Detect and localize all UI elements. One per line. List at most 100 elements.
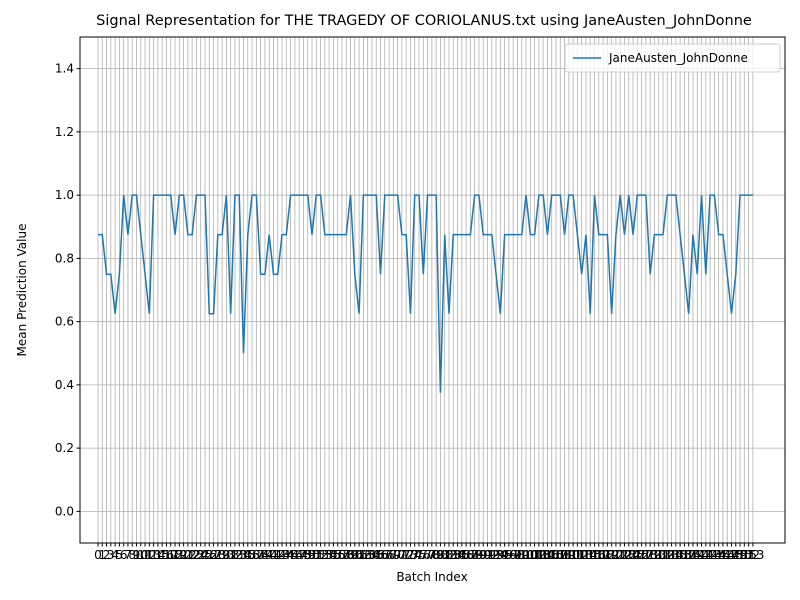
x-tick-label: 23 <box>189 548 204 562</box>
x-tick-label: 29 <box>214 548 229 562</box>
x-tick-label: 84 <box>450 548 465 562</box>
x-tick-label: 98 <box>510 548 525 562</box>
x-tick-label: 54 <box>321 548 336 562</box>
y-tick-label: 0.8 <box>55 251 74 265</box>
x-tick-label: 31 <box>223 548 238 562</box>
x-tick-label: 79 <box>428 548 443 562</box>
x-tick-label: 134 <box>660 548 683 562</box>
x-tick-label: 67 <box>377 548 392 562</box>
x-tick-label: 51 <box>309 548 324 562</box>
x-tick-label: 52 <box>313 548 328 562</box>
x-tick-label: 151 <box>733 548 756 562</box>
x-tick-label: 111 <box>562 548 585 562</box>
x-tick-label: 57 <box>334 548 349 562</box>
x-tick-label: 17 <box>163 548 178 562</box>
x-tick-label: 97 <box>506 548 521 562</box>
x-tick-label: 27 <box>206 548 221 562</box>
x-tick-label: 144 <box>703 548 726 562</box>
x-tick-label: 60 <box>347 548 362 562</box>
x-tick-label: 133 <box>656 548 679 562</box>
axes-frame <box>79 36 786 544</box>
x-tick-label: 90 <box>476 548 491 562</box>
x-tick-label: 83 <box>446 548 461 562</box>
x-tick-label: 116 <box>583 548 606 562</box>
x-tick-label: 58 <box>339 548 354 562</box>
x-tick-label: 66 <box>373 548 388 562</box>
x-tick-label: 82 <box>441 548 456 562</box>
x-tick-label: 38 <box>253 548 268 562</box>
x-tick-label: 153 <box>741 548 764 562</box>
x-tick-label: 108 <box>549 548 572 562</box>
x-tick-label: 30 <box>219 548 234 562</box>
x-tick-label: 44 <box>279 548 294 562</box>
x-tick-label: 12 <box>142 548 157 562</box>
x-tick-label: 119 <box>596 548 619 562</box>
x-tick-label: 86 <box>458 548 473 562</box>
x-tick-label: 56 <box>330 548 345 562</box>
x-tick-label: 63 <box>360 548 375 562</box>
x-tick-label: 105 <box>536 548 559 562</box>
x-tick-label: 22 <box>185 548 200 562</box>
x-tick-label: 24 <box>193 548 208 562</box>
x-tick-label: 61 <box>351 548 366 562</box>
x-tick-label: 1 <box>98 548 106 562</box>
x-tick-label: 55 <box>326 548 341 562</box>
y-axis-label: Mean Prediction Value <box>15 224 29 357</box>
x-tick-label: 19 <box>172 548 187 562</box>
x-tick-label: 39 <box>257 548 272 562</box>
x-tick-label: 72 <box>399 548 414 562</box>
x-tick-label: 93 <box>488 548 503 562</box>
x-tick-label: 99 <box>514 548 529 562</box>
x-tick-label: 0 <box>94 548 102 562</box>
plot <box>97 194 753 393</box>
x-tick-label: 50 <box>304 548 319 562</box>
x-tick-label: 45 <box>283 548 298 562</box>
legend-box <box>564 43 781 73</box>
x-tick-label: 135 <box>664 548 687 562</box>
x-tick-label: 69 <box>386 548 401 562</box>
x-tick-label: 121 <box>604 548 627 562</box>
x-tick-label: 64 <box>364 548 379 562</box>
y-tick-label: 0.6 <box>55 315 74 329</box>
x-tick-label: 87 <box>463 548 478 562</box>
x-tick-label: 48 <box>296 548 311 562</box>
x-tick-label: 115 <box>579 548 602 562</box>
x-tick-label: 33 <box>232 548 247 562</box>
x-tick-label: 77 <box>420 548 435 562</box>
x-tick-label: 49 <box>300 548 315 562</box>
x-tick-label: 21 <box>180 548 195 562</box>
x-tick-label: 43 <box>274 548 289 562</box>
x-tick-label: 10 <box>133 548 148 562</box>
data-line <box>97 194 753 393</box>
y-tick-label: 1.0 <box>55 188 74 202</box>
x-tick-label: 71 <box>394 548 409 562</box>
x-tick-label: 128 <box>634 548 657 562</box>
x-tick-label: 78 <box>424 548 439 562</box>
y-tick-label: 0.0 <box>55 504 74 518</box>
x-tick-label: 46 <box>287 548 302 562</box>
x-tick-label: 89 <box>471 548 486 562</box>
x-axis-label: Batch Index <box>396 570 467 584</box>
x-tick-label: 138 <box>677 548 700 562</box>
x-tick-label: 68 <box>381 548 396 562</box>
x-tick-label: 73 <box>403 548 418 562</box>
x-tick-label: 18 <box>167 548 182 562</box>
x-tick-label: 114 <box>575 548 598 562</box>
x-tick-label: 150 <box>729 548 752 562</box>
x-tick-label: 4 <box>111 548 119 562</box>
x-tick-label: 123 <box>613 548 636 562</box>
x-tick-label: 145 <box>707 548 730 562</box>
x-tick-label: 149 <box>724 548 747 562</box>
x-tick-label: 91 <box>480 548 495 562</box>
x-tick-label: 13 <box>146 548 161 562</box>
x-tick-label: 32 <box>227 548 242 562</box>
x-tick-label: 47 <box>292 548 307 562</box>
x-tick-label: 81 <box>437 548 452 562</box>
x-tick-label: 6 <box>120 548 128 562</box>
x-tick-label: 139 <box>682 548 705 562</box>
y-tick-label: 0.2 <box>55 441 74 455</box>
x-tick-label: 103 <box>527 548 550 562</box>
x-tick-label: 100 <box>515 548 538 562</box>
x-tick-label: 40 <box>262 548 277 562</box>
